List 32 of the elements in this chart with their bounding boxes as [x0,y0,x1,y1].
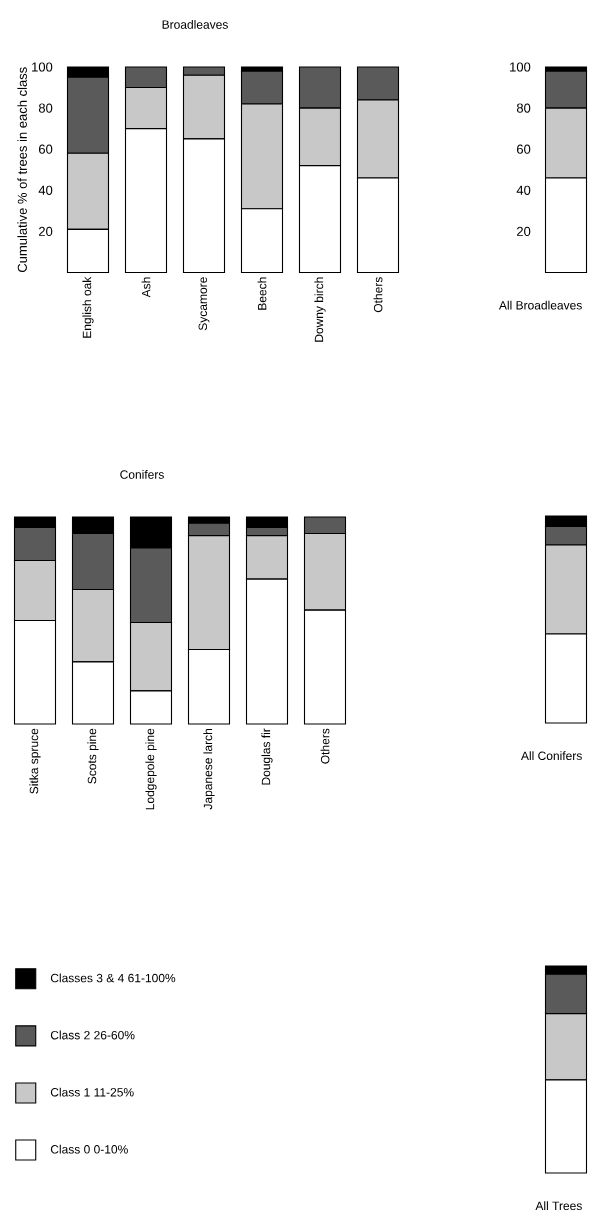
legend-label: Class 0 0-10% [50,1144,128,1154]
x-tick-label: Ash [141,277,151,298]
y-tick-label: 20 [517,226,531,236]
y-tick-label: 40 [516,185,531,195]
x-tick-label: All Trees [535,1201,582,1211]
x-tick-label: Others [320,728,330,764]
y-tick-label: 100 [510,62,531,72]
x-tick-label: English oak [82,276,94,338]
x-tick-label: Sitka spruce [29,728,41,794]
chart-title: Conifers [120,470,164,479]
x-tick-label: Beech [257,277,267,310]
y-tick-label: 60 [39,144,53,154]
x-tick-label: Lodgepole pine [145,728,157,810]
y-tick-label: 40 [38,185,53,195]
legend-label: Class 2 26-60% [50,1030,135,1040]
legend-label: Classes 3 & 4 61-100% [50,973,176,983]
x-tick-label: Others [373,277,383,313]
y-tick-label: 100 [32,62,53,72]
x-tick-label: Douglas fir [261,728,273,785]
x-tick-label: Sycamore [198,277,210,331]
legend-label: Class 1 11-25% [50,1087,134,1097]
y-tick-label: 60 [517,144,531,154]
y-axis-title: Cumulative % of trees in each class [17,67,27,273]
y-tick-label: 80 [38,103,53,113]
chart-title: Broadleaves [162,19,228,29]
x-tick-label: All Conifers [520,751,582,761]
y-tick-label: 20 [39,226,53,236]
x-tick-label: Downy birch [314,277,326,342]
x-tick-label: Japanese larch [203,729,215,810]
x-tick-label: All Broadleaves [498,300,582,310]
x-tick-label: Scots pine [87,728,99,784]
y-tick-label: 80 [516,103,531,113]
